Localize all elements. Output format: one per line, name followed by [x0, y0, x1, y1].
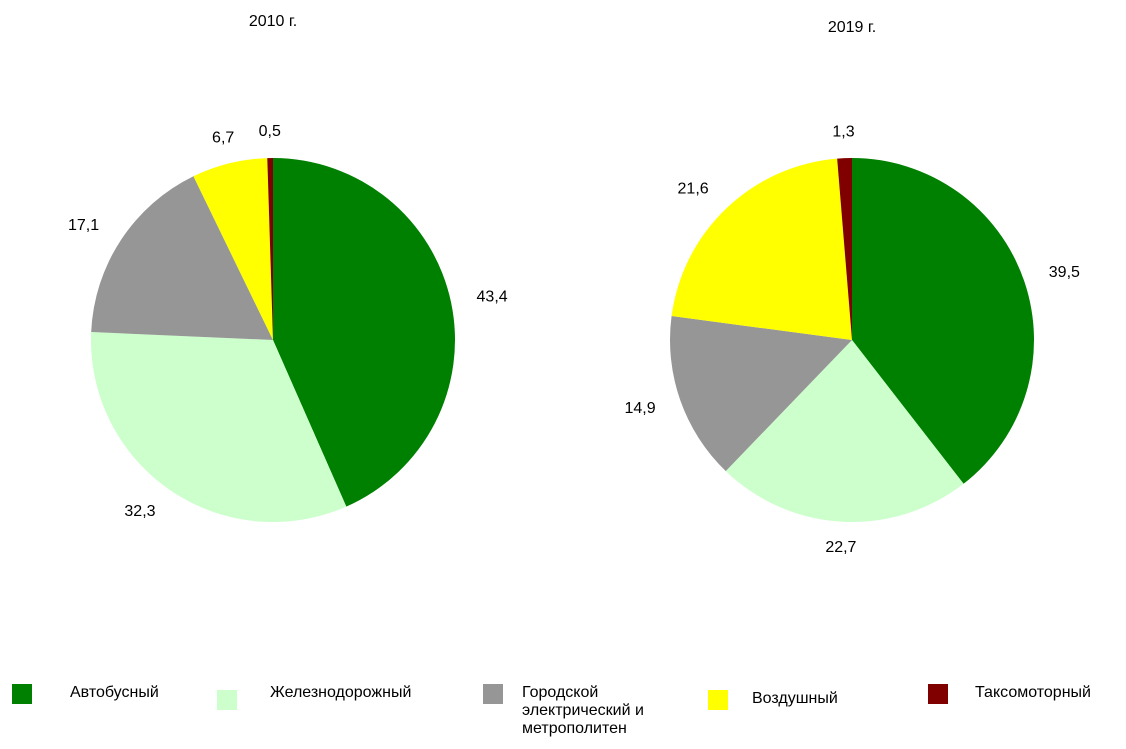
- data-label: 1,3: [832, 123, 854, 140]
- data-label: 0,5: [259, 123, 281, 140]
- chart-title: 2019 г.: [828, 19, 876, 36]
- legend-label: Железнодорожный: [270, 684, 412, 701]
- data-label: 6,7: [212, 129, 234, 146]
- legend-swatch: [928, 684, 948, 704]
- data-label: 32,3: [124, 503, 155, 520]
- data-label: 14,9: [625, 400, 656, 417]
- data-label: 17,1: [68, 217, 99, 234]
- legend-label: Автобусный: [70, 684, 159, 701]
- legend-label: Таксомоторный: [975, 684, 1091, 701]
- legend-label: Воздушный: [752, 690, 838, 707]
- legend-swatch: [217, 690, 237, 710]
- legend-swatch: [708, 690, 728, 710]
- data-label: 21,6: [678, 180, 709, 197]
- pie-slice: [671, 158, 852, 340]
- pie-slice: [267, 158, 273, 340]
- pie-slice: [852, 158, 1035, 484]
- pie-slice: [273, 158, 456, 507]
- data-label: 22,7: [825, 539, 856, 556]
- legend-label: Городской электрический и метрополитен: [522, 684, 644, 737]
- pie-slice: [91, 331, 347, 522]
- chart-title: 2010 г.: [249, 13, 297, 30]
- data-label: 39,5: [1049, 264, 1080, 281]
- pie-slice: [193, 158, 273, 340]
- pie-slice: [670, 316, 852, 472]
- data-label: 43,4: [477, 288, 508, 305]
- pie-slice: [91, 176, 274, 340]
- legend-swatch: [12, 684, 32, 704]
- legend-swatch: [483, 684, 503, 704]
- chart: 2010 г. 43,4 32,3 17,1 6,7 0,5 2019 г. 39,5 22,7…: [68, 13, 1080, 556]
- pie-slice: [725, 340, 964, 522]
- pie-slice: [837, 158, 852, 340]
